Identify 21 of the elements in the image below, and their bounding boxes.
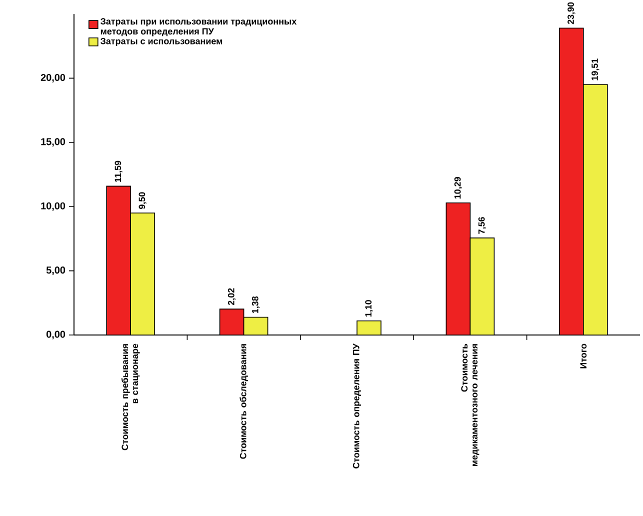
x-tick-label: Стоимость медикаментозного лечения [461, 344, 480, 466]
data-label: 1,10 [365, 300, 373, 317]
y-tick-label: 10,00 [41, 202, 66, 211]
y-tick-label: 0,00 [46, 330, 66, 340]
data-label: 23,90 [568, 2, 576, 24]
y-tick-label: 15,00 [41, 138, 66, 147]
y-tick-label: 20,00 [40, 74, 66, 82]
x-tick-label: Итого [580, 344, 587, 368]
x-tick-label: Стоимость обследования [240, 344, 248, 459]
legend-label: Затраты при использовании традиционных методов определения ПУ [100, 18, 297, 36]
legend-label: Затраты с использованием [100, 38, 222, 46]
data-label: 19,51 [592, 58, 600, 80]
data-label: 2,02 [228, 288, 236, 306]
x-tick-label: Стоимость пребывания в стационаре [121, 344, 140, 450]
y-tick-label: 5,00 [46, 266, 66, 276]
data-label: 1,38 [252, 296, 260, 313]
data-label: 10,29 [454, 177, 462, 199]
data-label: 7,56 [478, 217, 486, 234]
data-label: 9,50 [138, 192, 146, 209]
data-label: 11,59 [114, 160, 122, 182]
x-tick-label: Стоимость определения ПУ [352, 343, 362, 468]
